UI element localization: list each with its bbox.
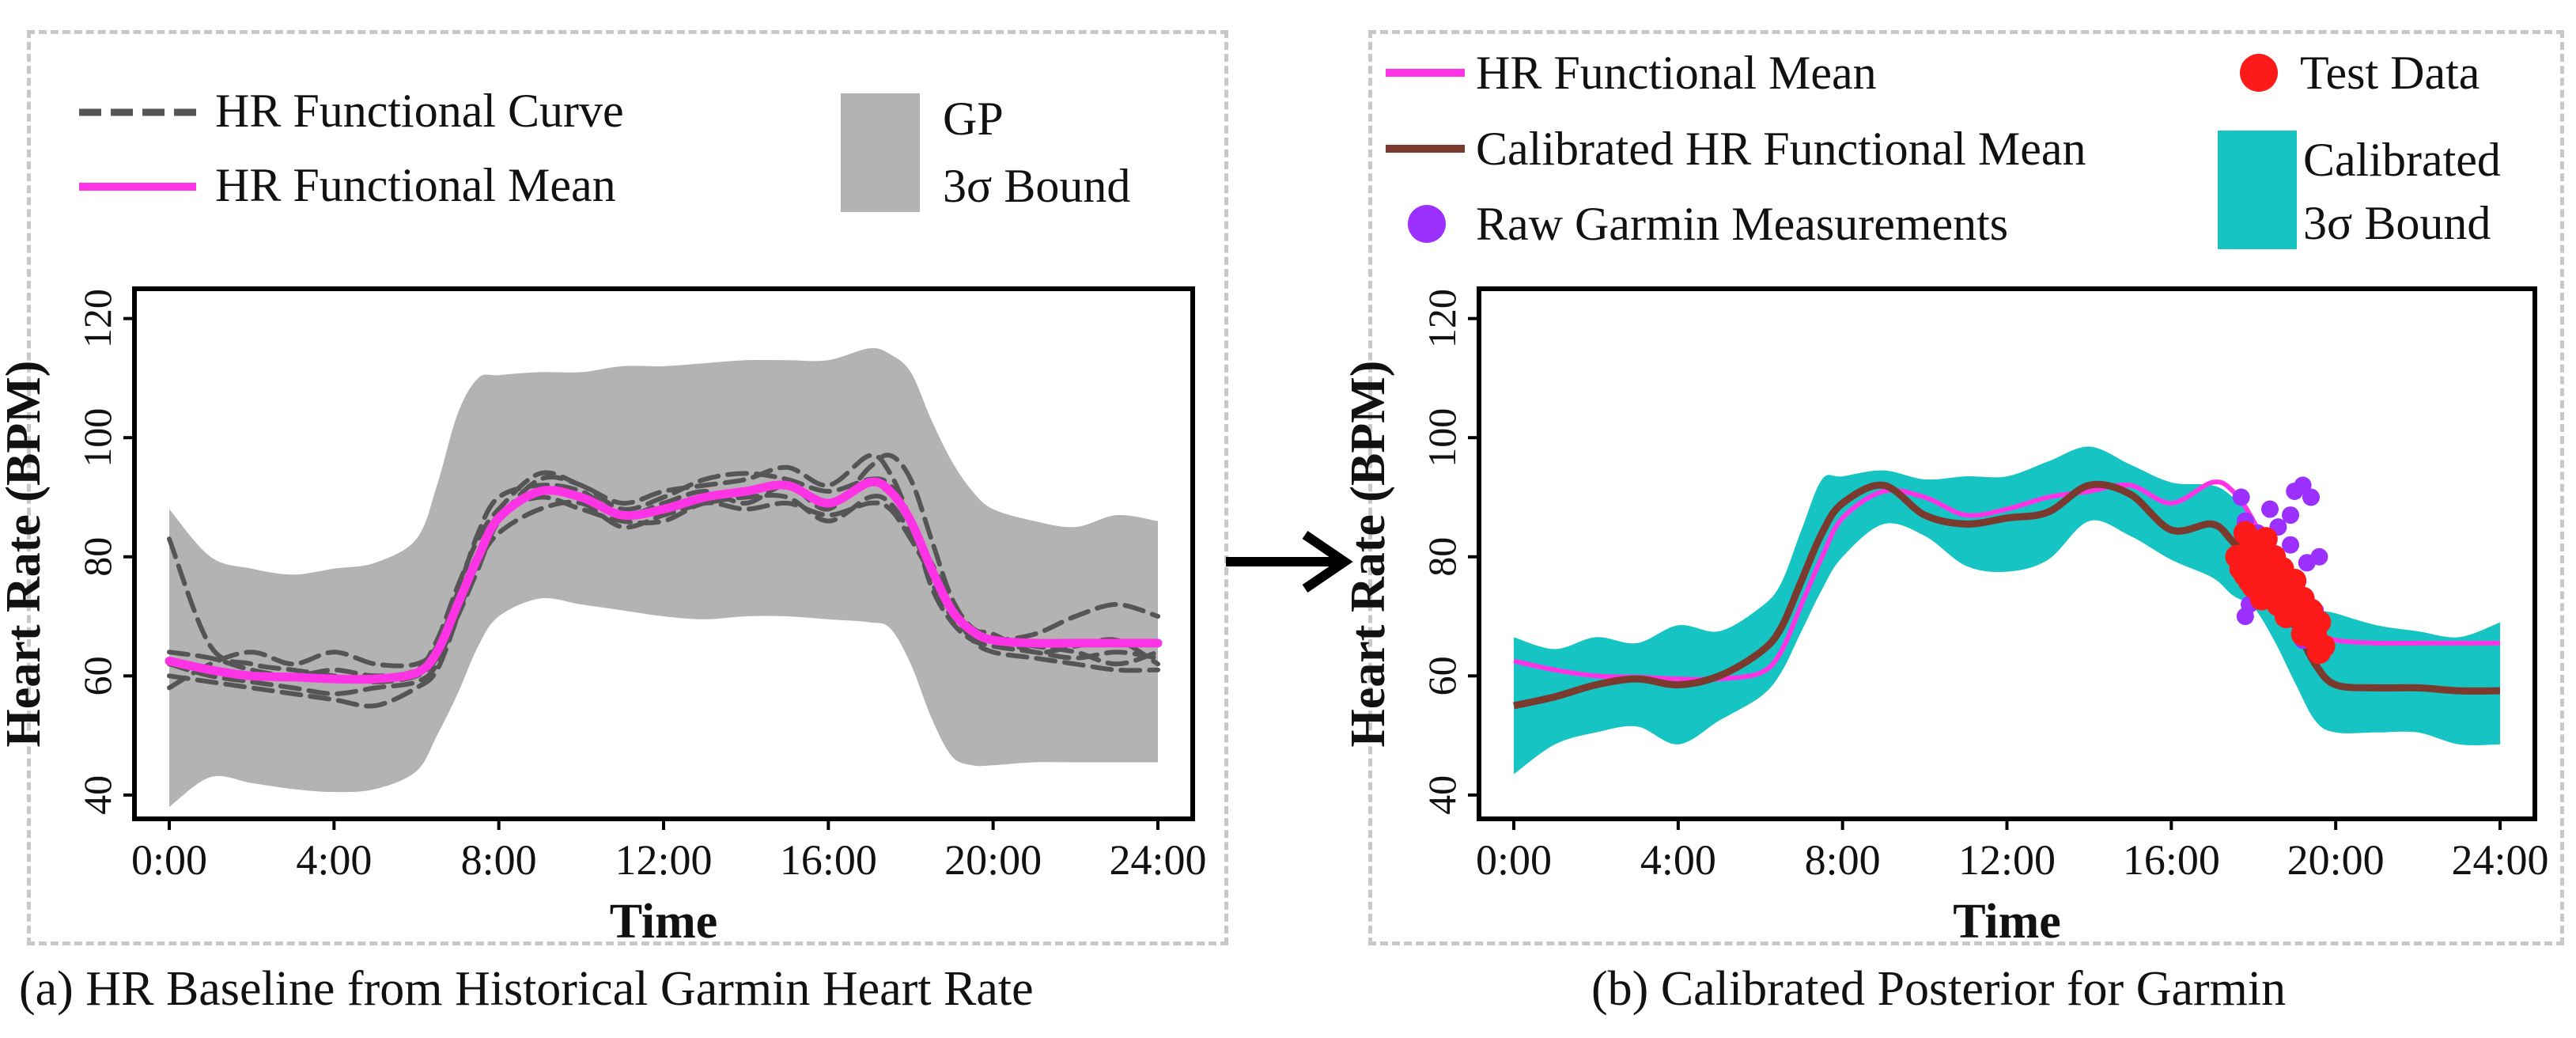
chart-b-ytick-label: 60 [1420,656,1464,695]
raw-garmin-point [2310,547,2328,566]
chart-b-xtick-label: 20:00 [2287,836,2385,884]
raw-garmin-point [2282,506,2300,525]
plot-area-b: 0:00 4:00 8:00 12:00 16:00 20:00 24:00 40 60 80 10… [1341,286,2549,949]
chart-a-xtick-label: 24:00 [1109,836,1206,884]
chart-b-xtick-label: 8:00 [1805,836,1881,884]
test-data-point [2307,640,2332,665]
chart-b-xlabel: Time [1953,895,2061,949]
chart-a-xlabel: Time [610,895,718,949]
calibrated-mean-line [1513,480,2501,710]
test-data-point [2237,539,2262,563]
chart-a-xtick-label: 20:00 [944,836,1042,884]
legend-b-test-swatch [2240,54,2278,92]
legend-gp-label-1: GP [943,93,1004,145]
chart-a-xtick-label: 16:00 [780,836,877,884]
chart-a-ytick-label: 120 [75,289,119,348]
arrow-icon [1226,531,1353,593]
test-data-point [2287,598,2311,623]
functional-mean-line [165,477,1163,684]
calibrated-3sigma-band [1514,446,2500,775]
legend-gp-swatch [841,93,920,212]
chart-a-xtick-label: 12:00 [615,836,712,884]
legend-b-calibrated-label: Calibrated HR Functional Mean [1476,123,2086,175]
test-data-point [2270,580,2294,604]
chart-b-xtick-label: 0:00 [1476,836,1552,884]
chart-b-xtick-label: 16:00 [2123,836,2220,884]
caption-b: (b) Calibrated Posterior for Garmin [1591,962,2287,1016]
raw-garmin-point [2302,488,2320,506]
legend-b-band-label-2: 3σ Bound [2303,197,2491,249]
chart-b-xtick-label: 24:00 [2451,836,2548,884]
legend-b-raw-swatch [1408,205,1446,243]
caption-a: (a) HR Baseline from Historical Garmin H… [19,962,1034,1016]
test-data-point [2303,622,2328,646]
chart-b-ytick-label: 40 [1420,775,1464,815]
panel-a [27,30,1228,945]
chart-b-xtick-label: 4:00 [1640,836,1716,884]
raw-garmin-point [2282,536,2300,554]
chart-b-ylabel: Heart Rate (BPM) [1341,361,1395,748]
test-data-point [2253,527,2278,551]
test-data-point [2253,556,2278,581]
chart-a-ytick-label: 40 [75,775,119,815]
raw-garmin-point [2232,488,2250,506]
chart-b-ytick-label: 100 [1420,408,1464,468]
gp-3sigma-band [169,348,1158,807]
chart-a-ytick-label: 100 [75,408,119,468]
raw-garmin-point [2261,500,2279,518]
chart-b-xtick-label: 12:00 [1958,836,2056,884]
chart-a-ytick-label: 60 [75,656,119,695]
legend-b: HR Functional Mean Calibrated HR Functio… [1386,47,2501,250]
legend-b-band-label-1: Calibrated [2303,134,2501,186]
legend-curve-label: HR Functional Curve [215,85,624,137]
chart-b-ytick-label: 120 [1420,289,1464,348]
chart-a-xtick-label: 0:00 [131,836,207,884]
legend-b-raw-label: Raw Garmin Measurements [1476,198,2008,250]
chart-a-xtick-label: 4:00 [296,836,372,884]
plot-area-a: 0:00 4:00 8:00 12:00 16:00 20:00 24:00 40 60 80 10… [0,286,1207,949]
legend-mean-label: HR Functional Mean [215,159,616,211]
panel-b [1368,30,2564,945]
functional-curve-5 [167,494,1160,709]
chart-b-ytick-label: 80 [1420,537,1464,577]
legend-b-mean-label: HR Functional Mean [1476,47,1877,99]
legend-gp-label-2: 3σ Bound [943,160,1130,212]
legend-a: HR Functional Curve HR Functional Mean G… [79,85,1130,212]
test-data-point [2233,521,2257,545]
chart-a-ylabel: Heart Rate (BPM) [0,361,51,748]
legend-b-test-label: Test Data [2300,47,2480,99]
legend-b-band-swatch [2218,131,2297,249]
chart-a-xtick-label: 8:00 [461,836,537,884]
chart-a-ytick-label: 80 [75,537,119,577]
